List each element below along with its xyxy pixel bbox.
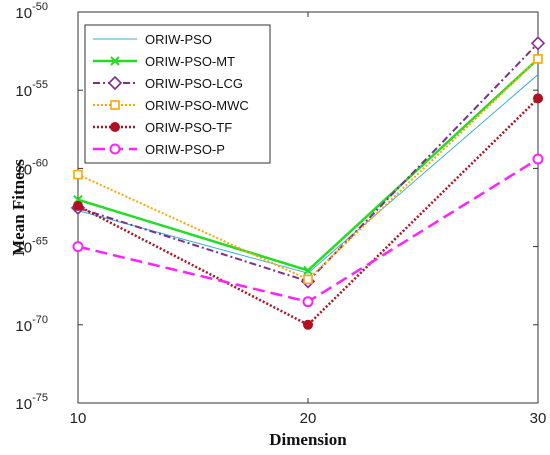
y-axis-label: Mean Fitness: [9, 159, 28, 256]
series-6-point: [532, 153, 544, 165]
series-5-point: [533, 93, 543, 104]
y-tick-label: 10-65: [15, 236, 48, 257]
series-4-point: [303, 274, 313, 285]
y-tick-label: 10-75: [15, 392, 48, 413]
legend-label-1: ORIW-PSO: [145, 32, 212, 47]
x-tick-label: 20: [300, 410, 317, 427]
legend-marker-5: [110, 122, 120, 132]
x-tick-label: 30: [530, 410, 547, 427]
legend-label-4: ORIW-PSO-MWC: [145, 98, 249, 113]
series-4-point: [533, 54, 543, 64]
x-axis-label: Dimension: [269, 430, 347, 449]
legend-marker-4: [110, 100, 120, 110]
legend-box: [84, 24, 271, 164]
legend-marker-6: [109, 143, 121, 155]
legend-marker-2-stroke: [110, 56, 120, 66]
x-tick-label: 10: [70, 410, 87, 427]
series-5-point: [73, 200, 83, 211]
series-6-point: [302, 296, 314, 308]
y-tick-label: 10-70: [15, 314, 48, 335]
legend-marker-3: [107, 75, 123, 91]
series-2-point: [303, 265, 313, 276]
series-5-point: [303, 319, 313, 330]
series-3-point: [530, 36, 546, 51]
legend-label-5: ORIW-PSO-TF: [145, 120, 232, 135]
series-6-point: [72, 241, 84, 253]
legend-label-3: ORIW-PSO-LCG: [145, 76, 243, 91]
y-tick-label: 10-60: [15, 157, 48, 178]
legend-label-6: ORIW-PSO-P: [145, 142, 225, 157]
legend-marker-2: [110, 56, 120, 66]
y-tick-label: 10-50: [15, 1, 48, 22]
y-tick-label: 10-55: [15, 79, 48, 100]
series-4-point: [73, 169, 83, 180]
series-2-point-stroke: [303, 265, 313, 276]
legend-label-2: ORIW-PSO-MT: [145, 54, 235, 69]
